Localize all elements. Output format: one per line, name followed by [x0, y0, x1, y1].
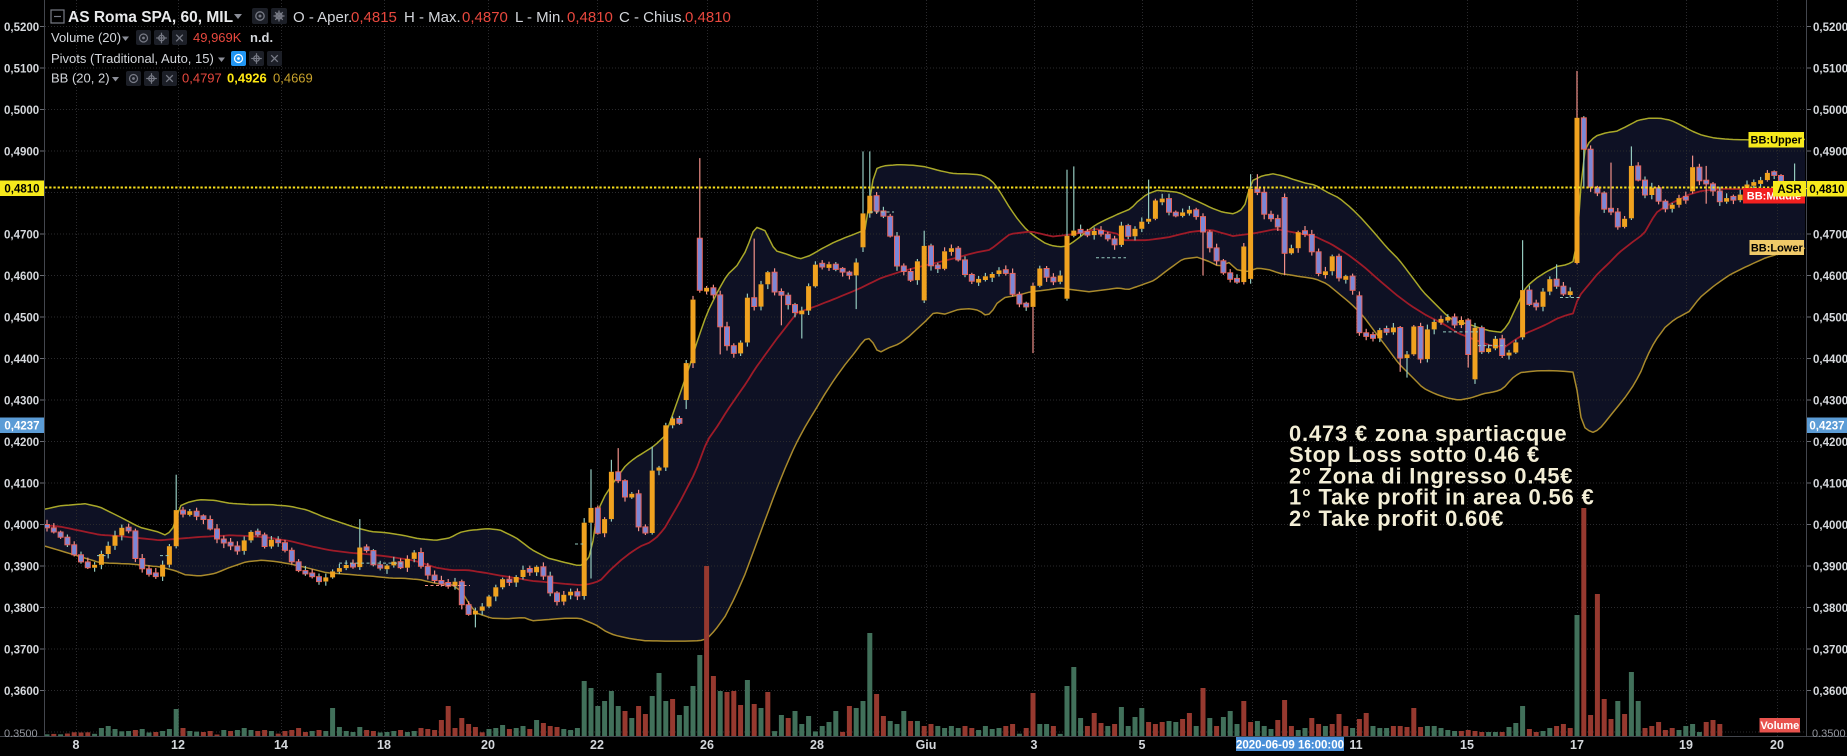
svg-text:0,4815: 0,4815: [351, 9, 397, 26]
svg-text:BB:Upper: BB:Upper: [1751, 135, 1803, 147]
svg-text:5: 5: [1139, 738, 1146, 751]
svg-text:0,3700: 0,3700: [4, 645, 39, 657]
svg-text:BB:Lower: BB:Lower: [1751, 243, 1804, 255]
svg-text:2° Zona di Ingresso 0.45€: 2° Zona di Ingresso 0.45€: [1289, 463, 1573, 488]
svg-text:3: 3: [1031, 738, 1038, 751]
svg-text:C - Chius.: C - Chius.: [619, 9, 686, 26]
svg-text:0,4900: 0,4900: [4, 147, 39, 159]
svg-text:BB (20, 2): BB (20, 2): [51, 71, 110, 86]
svg-text:0,5200: 0,5200: [1813, 22, 1847, 34]
svg-text:0,4600: 0,4600: [1813, 271, 1847, 283]
svg-text:0,3700: 0,3700: [1813, 645, 1847, 657]
svg-text:0,3900: 0,3900: [1813, 562, 1847, 574]
svg-text:49,969K: 49,969K: [193, 30, 242, 45]
svg-text:22: 22: [590, 738, 604, 751]
svg-text:0,4300: 0,4300: [1813, 396, 1847, 408]
svg-text:0,4810: 0,4810: [567, 9, 613, 26]
svg-text:0,4000: 0,4000: [4, 520, 39, 532]
svg-text:14: 14: [274, 738, 288, 751]
svg-text:0,5000: 0,5000: [4, 105, 39, 117]
svg-text:26: 26: [700, 738, 714, 751]
svg-text:0,5200: 0,5200: [4, 22, 39, 34]
svg-text:0,4600: 0,4600: [4, 271, 39, 283]
svg-text:2° Take profit 0.60€: 2° Take profit 0.60€: [1289, 506, 1504, 531]
svg-text:0,4810: 0,4810: [1809, 184, 1844, 196]
svg-text:20: 20: [481, 738, 495, 751]
svg-text:0,5000: 0,5000: [1813, 105, 1847, 117]
svg-text:1° Take profit in area 0.56 €: 1° Take profit in area 0.56 €: [1289, 485, 1595, 510]
svg-text:17: 17: [1570, 738, 1584, 751]
svg-text:0,4926: 0,4926: [227, 71, 267, 86]
svg-text:0,4900: 0,4900: [1813, 147, 1847, 159]
svg-text:18: 18: [377, 738, 391, 751]
svg-text:0,4000: 0,4000: [1813, 520, 1847, 532]
svg-text:Volume (20): Volume (20): [51, 30, 121, 45]
svg-text:0,5100: 0,5100: [1813, 64, 1847, 76]
svg-text:8: 8: [73, 738, 80, 751]
svg-text:0.3500: 0.3500: [1812, 728, 1846, 740]
svg-text:ASR: ASR: [1777, 184, 1802, 196]
svg-text:0,3600: 0,3600: [4, 686, 39, 698]
svg-text:0,4700: 0,4700: [1813, 230, 1847, 242]
svg-text:H - Max.: H - Max.: [404, 9, 461, 26]
svg-text:2020-06-09 16:00:00: 2020-06-09 16:00:00: [1236, 740, 1344, 752]
svg-text:0,3800: 0,3800: [1813, 603, 1847, 615]
svg-text:0,4500: 0,4500: [1813, 313, 1847, 325]
svg-text:0,4669: 0,4669: [273, 71, 313, 86]
svg-text:Stop Loss sotto 0.46 €: Stop Loss sotto 0.46 €: [1289, 442, 1540, 467]
svg-text:0,4870: 0,4870: [462, 9, 508, 26]
svg-text:0,4400: 0,4400: [4, 354, 39, 366]
svg-text:0,4200: 0,4200: [1813, 437, 1847, 449]
svg-text:Volume: Volume: [1760, 720, 1799, 732]
svg-text:0,4300: 0,4300: [4, 396, 39, 408]
svg-text:AS Roma SPA, 60, MIL: AS Roma SPA, 60, MIL: [68, 9, 233, 26]
svg-text:0,4810: 0,4810: [685, 9, 731, 26]
svg-text:0,3600: 0,3600: [1813, 686, 1847, 698]
svg-text:0,4100: 0,4100: [1813, 479, 1847, 491]
svg-text:0,4400: 0,4400: [1813, 354, 1847, 366]
svg-text:Giu: Giu: [916, 738, 937, 751]
svg-text:15: 15: [1460, 738, 1474, 751]
svg-text:L - Min.: L - Min.: [515, 9, 564, 26]
svg-text:0,4810: 0,4810: [4, 183, 39, 195]
svg-text:0,4237: 0,4237: [4, 420, 39, 432]
svg-text:0,5100: 0,5100: [4, 64, 39, 76]
svg-text:28: 28: [810, 738, 824, 751]
svg-text:0,3800: 0,3800: [4, 603, 39, 615]
svg-text:0,4237: 0,4237: [1809, 420, 1844, 432]
svg-text:19: 19: [1679, 738, 1693, 751]
svg-text:n.d.: n.d.: [250, 30, 273, 45]
svg-text:20: 20: [1770, 738, 1784, 751]
svg-text:12: 12: [171, 738, 185, 751]
svg-text:0,4500: 0,4500: [4, 313, 39, 325]
svg-text:0.473 € zona spartiacque: 0.473 € zona spartiacque: [1289, 421, 1567, 446]
svg-text:Pivots (Traditional, Auto, 15): Pivots (Traditional, Auto, 15): [51, 51, 214, 66]
svg-text:11: 11: [1349, 738, 1362, 751]
svg-text:0,4200: 0,4200: [4, 437, 39, 449]
svg-text:0.3500: 0.3500: [4, 728, 38, 740]
svg-text:O - Aper.: O - Aper.: [293, 9, 352, 26]
svg-text:0,3900: 0,3900: [4, 562, 39, 574]
svg-text:0,4797: 0,4797: [182, 71, 222, 86]
svg-text:0,4700: 0,4700: [4, 230, 39, 242]
svg-text:0,4100: 0,4100: [4, 479, 39, 491]
